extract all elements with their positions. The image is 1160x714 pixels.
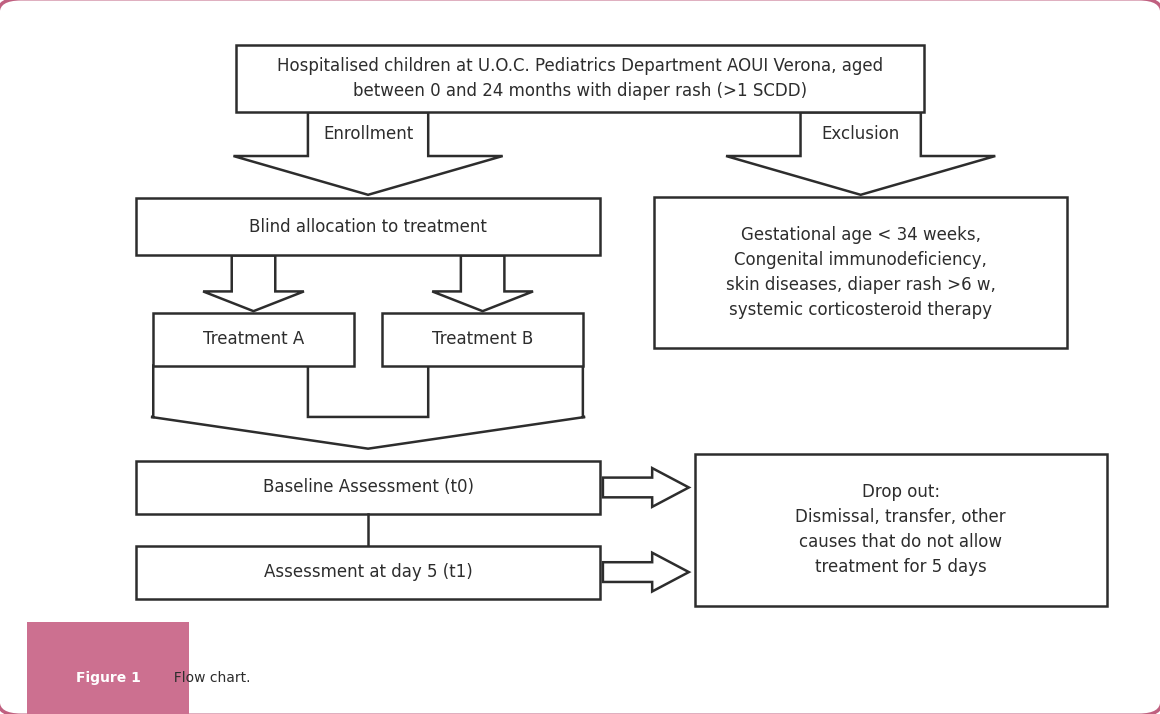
Bar: [153, 313, 354, 366]
Text: Gestational age < 34 weeks,
Congenital immunodeficiency,
skin diseases, diaper r: Gestational age < 34 weeks, Congenital i…: [726, 226, 995, 319]
Text: Drop out:
Dismissal, transfer, other
causes that do not allow
treatment for 5 da: Drop out: Dismissal, transfer, other cau…: [796, 483, 1006, 576]
Text: Treatment A: Treatment A: [203, 331, 304, 348]
Text: Assessment at day 5 (t1): Assessment at day 5 (t1): [263, 563, 472, 581]
Text: Blind allocation to treatment: Blind allocation to treatment: [249, 218, 487, 236]
Text: Flow chart.: Flow chart.: [165, 671, 251, 685]
Polygon shape: [203, 256, 304, 311]
Polygon shape: [233, 112, 502, 195]
Polygon shape: [603, 468, 689, 507]
Bar: [695, 454, 1107, 605]
Bar: [237, 45, 923, 112]
Bar: [654, 196, 1067, 348]
Bar: [383, 313, 582, 366]
Text: Figure 1: Figure 1: [75, 671, 140, 685]
Polygon shape: [151, 366, 585, 448]
Text: Baseline Assessment (t0): Baseline Assessment (t0): [262, 478, 473, 496]
Polygon shape: [433, 256, 534, 311]
Bar: [136, 545, 600, 598]
Bar: [136, 461, 600, 514]
Polygon shape: [603, 553, 689, 591]
Text: Exclusion: Exclusion: [821, 125, 900, 143]
Polygon shape: [726, 112, 995, 195]
Text: Enrollment: Enrollment: [322, 125, 413, 143]
Bar: [136, 198, 600, 256]
Text: Treatment B: Treatment B: [432, 331, 534, 348]
Text: Hospitalised children at U.O.C. Pediatrics Department AOUI Verona, aged
between : Hospitalised children at U.O.C. Pediatri…: [277, 57, 883, 100]
